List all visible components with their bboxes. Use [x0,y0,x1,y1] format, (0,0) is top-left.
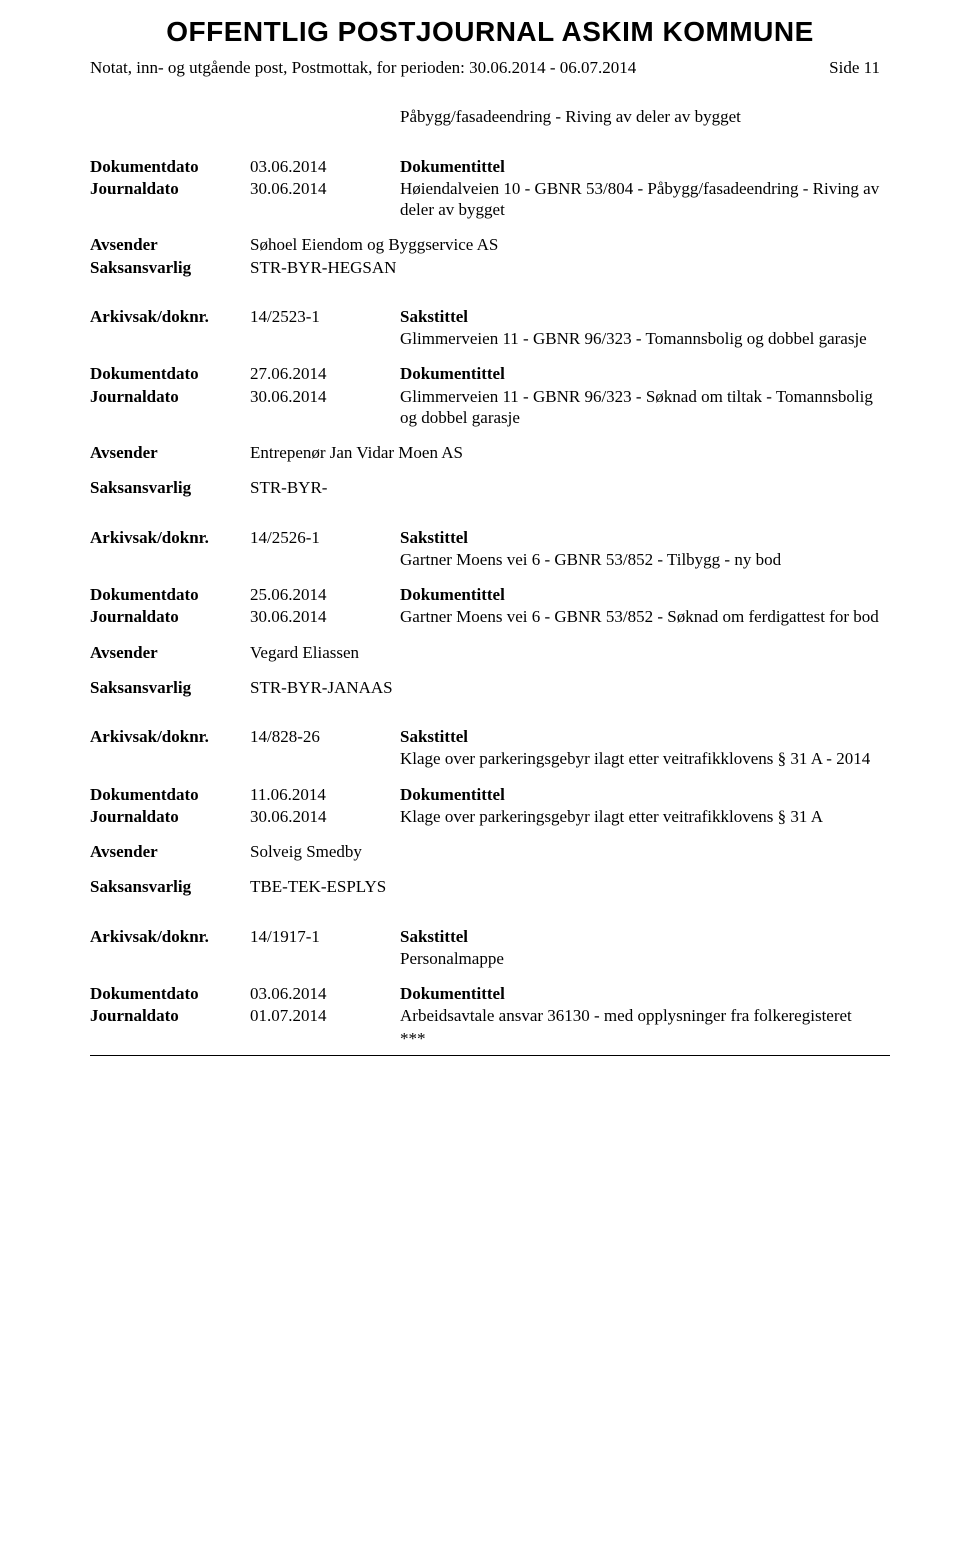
saksansvarlig-label: Saksansvarlig [90,876,250,897]
dokumentittel-label: Dokumentittel [400,363,890,384]
entry-0-doktitle: Høiendalveien 10 - GBNR 53/804 - Påbygg/… [400,178,890,221]
entry-0-journaldate: 30.06.2014 [250,178,400,221]
entry-4-arkivsak: 14/1917-1 [250,926,400,947]
arkivsak-label: Arkivsak/doknr. [90,926,250,947]
journaldato-label: Journaldato [90,1005,250,1026]
dokumentdato-label: Dokumentdato [90,156,250,177]
dokumentittel-label: Dokumentittel [400,784,890,805]
dokumentdato-label: Dokumentdato [90,983,250,1004]
entry-4-journaldate: 01.07.2014 [250,1005,400,1026]
dokumentdato-label: Dokumentdato [90,784,250,805]
entry-2-journaldate: 30.06.2014 [250,606,400,627]
entry-2-sakstittel: Gartner Moens vei 6 - GBNR 53/852 - Tilb… [400,549,890,570]
journaldato-label: Journaldato [90,606,250,627]
journaldato-label: Journaldato [90,386,250,429]
page-main-title: OFFENTLIG POSTJOURNAL ASKIM KOMMUNE [90,14,890,49]
avsender-label: Avsender [90,442,250,463]
avsender-label: Avsender [90,841,250,862]
entry-1-avsender: Entrepenør Jan Vidar Moen AS [250,442,890,463]
entry-3-arkivsak: 14/828-26 [250,726,400,747]
entry-0-saksansvarlig: STR-BYR-HEGSAN [250,257,890,278]
entry-3-doktitle: Klage over parkeringsgebyr ilagt etter v… [400,806,890,827]
arkivsak-label: Arkivsak/doknr. [90,726,250,747]
entry-4-doktitle: Arbeidsavtale ansvar 36130 - med opplysn… [400,1005,890,1026]
entry-3-sakstittel: Klage over parkeringsgebyr ilagt etter v… [400,748,890,769]
saksansvarlig-label: Saksansvarlig [90,257,250,278]
sakstittel-label: Sakstittel [400,527,890,548]
page-subheading: Notat, inn- og utgående post, Postmottak… [90,57,636,78]
entry-4: Arkivsak/doknr. 14/1917-1 Sakstittel Per… [90,926,890,1049]
journaldato-label: Journaldato [90,806,250,827]
entry-3: Arkivsak/doknr. 14/828-26 Sakstittel Kla… [90,726,890,898]
entry-1-journaldate: 30.06.2014 [250,386,400,429]
page-header-row: Notat, inn- og utgående post, Postmottak… [90,57,890,78]
entry-1-doktitle: Glimmerveien 11 - GBNR 96/323 - Søknad o… [400,386,890,429]
entry-0: Påbygg/fasadeendring - Riving av deler a… [90,106,890,278]
avsender-label: Avsender [90,642,250,663]
dokumentdato-label: Dokumentdato [90,363,250,384]
entry-3-dokdate: 11.06.2014 [250,784,400,805]
entry-2-dokdate: 25.06.2014 [250,584,400,605]
page-footer-divider [90,1055,890,1056]
entry-2-doktitle: Gartner Moens vei 6 - GBNR 53/852 - Søkn… [400,606,890,627]
entry-0-dokdate: 03.06.2014 [250,156,400,177]
dokumentittel-label: Dokumentittel [400,584,890,605]
entry-4-suffix: *** [400,1028,890,1049]
entry-2-avsender: Vegard Eliassen [250,642,890,663]
sakstittel-label: Sakstittel [400,926,890,947]
arkivsak-label: Arkivsak/doknr. [90,306,250,327]
saksansvarlig-label: Saksansvarlig [90,477,250,498]
sakstittel-label: Sakstittel [400,306,890,327]
entry-0-avsender: Søhoel Eiendom og Byggservice AS [250,234,890,255]
sakstittel-label: Sakstittel [400,726,890,747]
arkivsak-label: Arkivsak/doknr. [90,527,250,548]
entry-2: Arkivsak/doknr. 14/2526-1 Sakstittel Gar… [90,527,890,699]
entry-3-saksansvarlig: TBE-TEK-ESPLYS [250,876,890,897]
entry-1-dokdate: 27.06.2014 [250,363,400,384]
entry-4-dokdate: 03.06.2014 [250,983,400,1004]
entry-1-arkivsak: 14/2523-1 [250,306,400,327]
dokumentittel-label: Dokumentittel [400,983,890,1004]
entry-4-sakstittel: Personalmappe [400,948,890,969]
page-side-label: Side 11 [829,57,880,78]
entry-3-avsender: Solveig Smedby [250,841,890,862]
entry-2-saksansvarlig: STR-BYR-JANAAS [250,677,890,698]
saksansvarlig-label: Saksansvarlig [90,677,250,698]
journaldato-label: Journaldato [90,178,250,221]
entry-0-preindent: Påbygg/fasadeendring - Riving av deler a… [400,106,890,127]
entry-3-journaldate: 30.06.2014 [250,806,400,827]
dokumentittel-label: Dokumentittel [400,156,890,177]
dokumentdato-label: Dokumentdato [90,584,250,605]
avsender-label: Avsender [90,234,250,255]
entry-1-sakstittel: Glimmerveien 11 - GBNR 96/323 - Tomannsb… [400,328,890,349]
entry-2-arkivsak: 14/2526-1 [250,527,400,548]
entry-1: Arkivsak/doknr. 14/2523-1 Sakstittel Gli… [90,306,890,499]
entry-1-saksansvarlig: STR-BYR- [250,477,890,498]
